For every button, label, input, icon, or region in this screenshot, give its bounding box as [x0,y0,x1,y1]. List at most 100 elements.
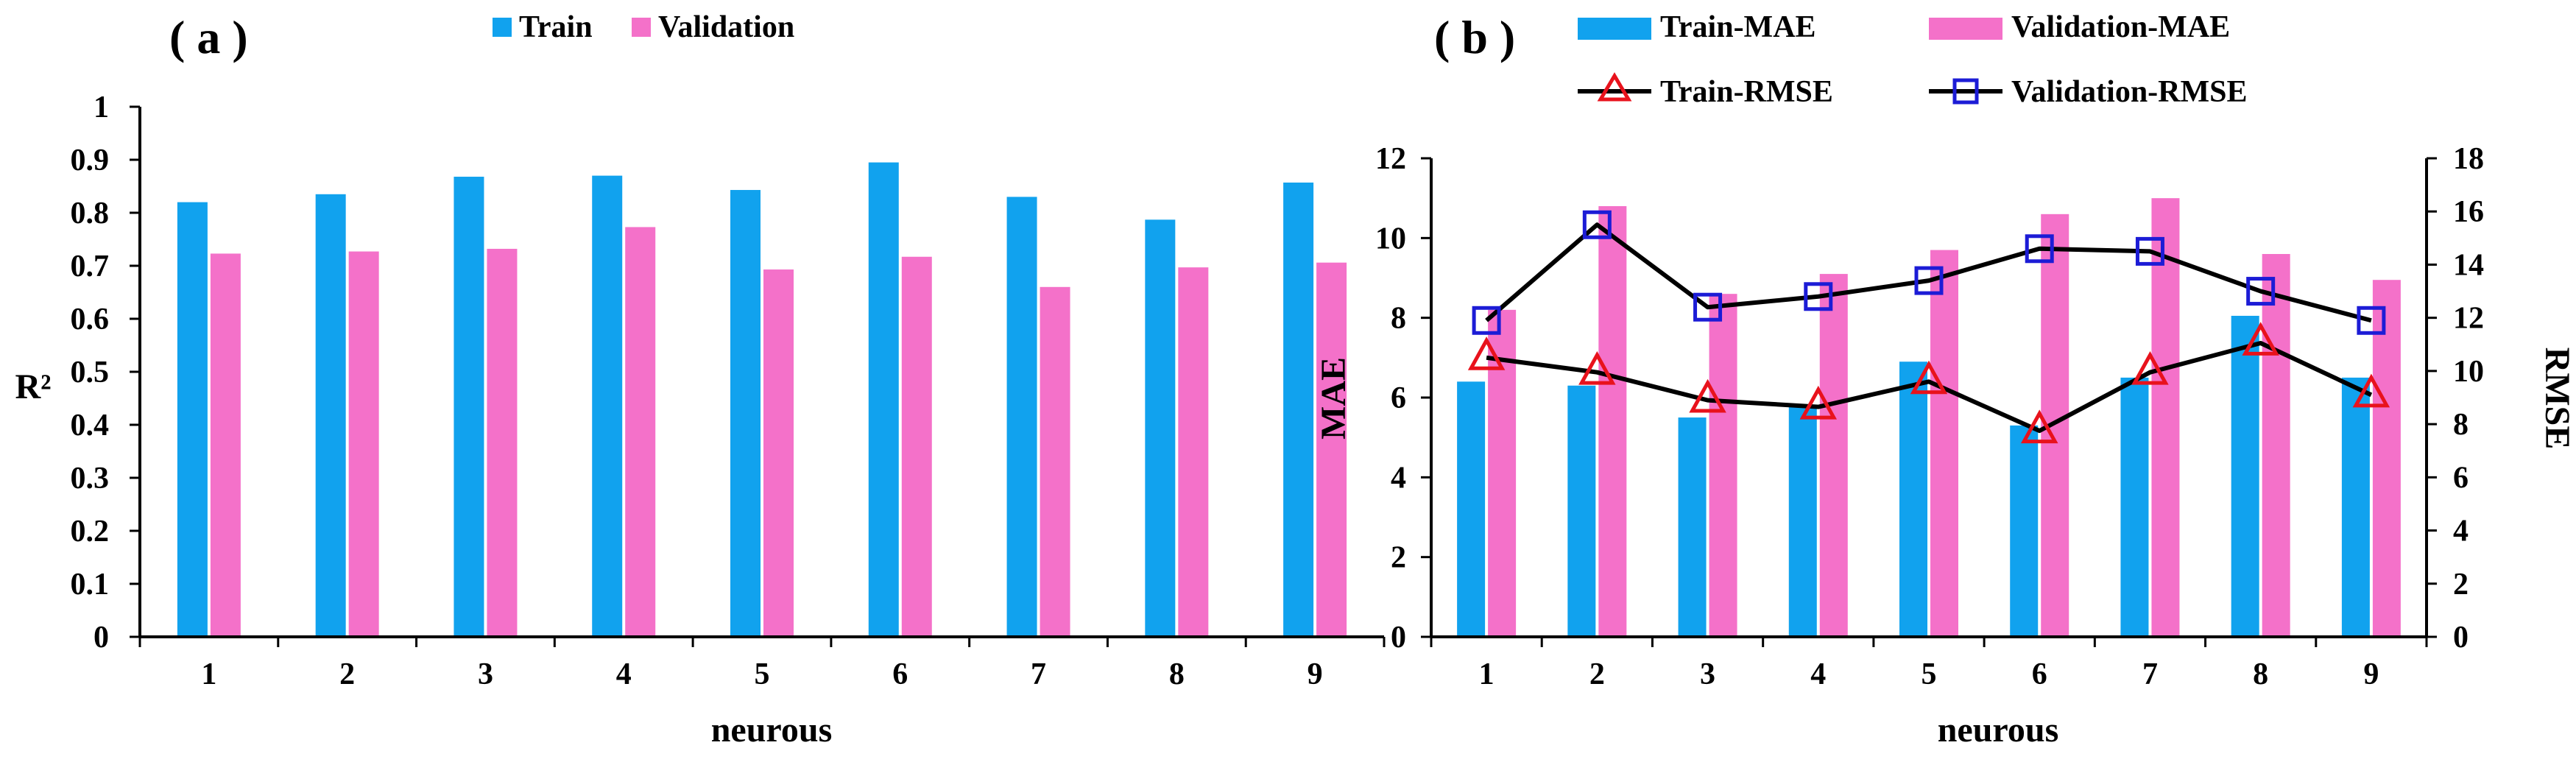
x-tick-label: 1 [1479,657,1495,691]
panel-b-lines [1467,210,2390,444]
y-tick-label: 1 [93,91,109,124]
marker-train-rmse [2352,373,2390,408]
legend-train-swatch [493,18,512,37]
bar-validation-3 [487,248,518,638]
bar-train-mae-6 [2010,425,2039,637]
legend-train-mae-label: Train-MAE [1660,10,1816,44]
y-tick-label: 0.8 [71,197,110,230]
panel-b-ylabel: MAE [1314,357,1353,440]
panel-b-y2label: RMSE [2538,348,2576,450]
y-tick-label: 6 [1391,381,1406,415]
marker-validation-rmse [1582,210,1612,239]
y-tick-label: 0 [1391,621,1406,655]
bar-train-6 [868,162,899,638]
legend-validation-rmse-label: Validation-RMSE [2011,75,2248,109]
panel-b: ( b ) Train-MAE Validation-MAE Train-RMS… [1314,10,2576,749]
bar-train-mae-3 [1678,417,1707,637]
y2-tick-label: 8 [2453,408,2469,442]
bar-train-7 [1006,197,1037,637]
panel-a-label: ( a ) [169,11,248,63]
bar-validation-mae-4 [1819,274,1848,637]
x-tick-label: 7 [2142,657,2158,691]
marker-train-rmse [1799,385,1838,420]
x-tick-label: 5 [1922,657,1937,691]
bar-validation-mae-5 [1930,250,1958,637]
y-tick-label: 10 [1375,222,1406,255]
line-validation-rmse [1485,222,2372,323]
marker-validation-rmse [1914,266,1944,295]
bar-train-mae-5 [1899,361,1927,637]
panel-a: ( a ) Train Validation 1 2 3 4 5 6 7 8 9 0 0.1 0.2 0… [15,10,1386,749]
bar-validation-mae-1 [1488,309,1517,637]
panel-a-axes: 1 2 3 4 5 6 7 8 9 0 0.1 0.2 0.3 0.4 0.5 0.6 0.7 0.8 0.9 1 [71,91,1386,691]
x-tick-label: 9 [2363,657,2379,691]
bar-validation-6 [901,256,932,637]
legend-validation-mae-label: Validation-MAE [2011,10,2230,44]
bar-train-5 [730,190,761,637]
panel-b-legend: Train-MAE Validation-MAE Train-RMSE Vali… [1578,10,2248,109]
bar-train-mae-4 [1788,405,1817,637]
bar-train-mae-2 [1567,385,1596,637]
x-tick-label: 6 [892,657,908,691]
legend-train-mae-swatch [1578,18,1651,40]
marker-train-rmse [2020,409,2058,444]
y-tick-label: 0.9 [71,144,110,177]
x-tick-label: 2 [339,657,355,691]
panel-a-legend: Train Validation [493,10,794,44]
bar-validation-4 [625,227,656,637]
legend-validation-mae-swatch [1929,18,2002,40]
bar-validation-9 [1316,262,1347,637]
marker-validation-rmse [2357,306,2386,335]
y-tick-label: 0.6 [71,303,110,336]
y-tick-label: 0.4 [71,409,110,442]
bar-train-9 [1283,182,1314,637]
x-tick-label: 3 [478,657,493,691]
bar-validation-mae-7 [2151,198,2180,638]
y-tick-label: 0 [93,621,109,655]
y-tick-label: 4 [1391,461,1406,495]
bar-train-4 [592,175,623,638]
marker-validation-rmse [2025,234,2054,264]
panel-a-xlabel: neurous [711,710,833,749]
y2-tick-label: 18 [2453,142,2484,176]
x-tick-label: 9 [1308,657,1323,691]
bar-train-3 [454,177,484,638]
x-tick-label: 6 [2032,657,2047,691]
marker-train-rmse [2242,322,2279,356]
line-train-rmse [1486,340,2373,434]
bar-train-mae-7 [2120,377,2149,637]
x-tick-label: 8 [1169,657,1185,691]
x-tick-label: 4 [616,657,632,691]
bar-validation-2 [348,251,379,637]
bar-validation-mae-2 [1598,206,1627,637]
bar-train-2 [315,194,346,637]
x-tick-label: 7 [1031,657,1046,691]
y-tick-label: 0.3 [71,462,110,495]
marker-train-rmse [2131,350,2169,385]
y-tick-label: 2 [1391,541,1406,575]
y-tick-label: 12 [1375,142,1406,176]
marker-train-rmse [1578,350,1616,385]
bar-validation-mae-9 [2372,280,2401,637]
y2-tick-label: 16 [2453,195,2484,229]
bar-validation-1 [210,253,241,637]
marker-validation-rmse [1472,306,1501,335]
bar-validation-8 [1178,267,1209,637]
y-tick-label: 8 [1391,302,1406,336]
bar-validation-mae-8 [2262,254,2290,637]
x-tick-label: 8 [2253,657,2268,691]
bar-train-1 [177,202,208,638]
panel-a-ylabel: R² [15,367,51,406]
marker-validation-rmse [2246,277,2276,306]
legend-validation-swatch [632,18,651,37]
x-tick-label: 4 [1810,657,1826,691]
bar-train-mae-8 [2231,315,2259,637]
marker-train-rmse [1910,360,1948,395]
y2-tick-label: 6 [2453,461,2469,495]
marker-train-rmse [1467,336,1506,370]
y2-tick-label: 14 [2453,248,2484,282]
marker-validation-rmse [1804,282,1833,311]
